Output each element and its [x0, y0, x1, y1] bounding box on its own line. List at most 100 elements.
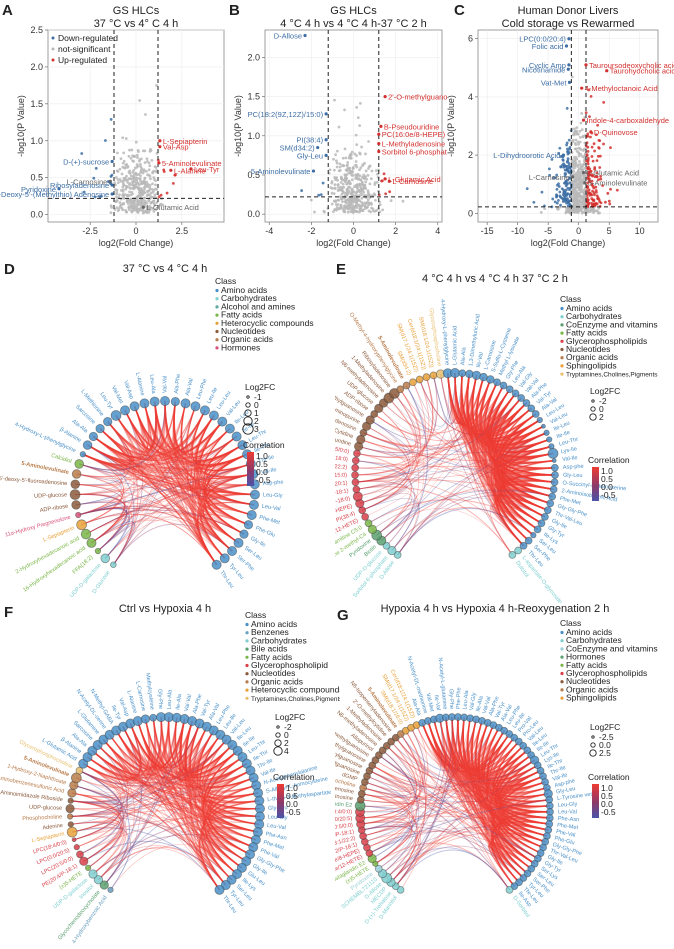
correlation-link	[124, 403, 153, 450]
log2fc-legend-marker	[590, 406, 596, 412]
correlation-link	[184, 720, 251, 856]
data-point	[159, 202, 163, 206]
metabolite-node	[75, 511, 82, 519]
correlation-link	[497, 439, 550, 536]
metabolite-node	[224, 423, 235, 434]
correlation-link	[184, 720, 243, 869]
correlation-link	[180, 718, 243, 778]
correlation-link	[445, 717, 546, 843]
correlation-link	[103, 726, 141, 774]
correlation-link	[363, 397, 417, 448]
correlation-link	[457, 717, 551, 813]
metabolite-label: Val-Ile	[552, 772, 569, 783]
data-point	[341, 200, 344, 204]
correlation-link	[70, 800, 232, 881]
correlation-link	[395, 717, 459, 887]
correlation-link	[85, 515, 129, 552]
correlation-link	[491, 413, 537, 547]
correlation-link	[115, 730, 227, 886]
correlation-link	[71, 792, 247, 862]
log2fc-legend-title: Log2FC	[275, 712, 305, 722]
data-point	[578, 171, 582, 174]
correlation-link	[107, 406, 146, 453]
correlation-link	[460, 373, 484, 425]
metabolite-label: Ile-Val	[433, 695, 441, 711]
correlation-link	[115, 726, 143, 771]
correlation-link	[493, 749, 541, 788]
correlation-link	[91, 717, 170, 776]
correlation-link	[447, 373, 522, 431]
correlation-link	[82, 453, 254, 480]
data-point	[132, 204, 136, 208]
correlation-link	[479, 727, 515, 887]
correlation-link	[360, 781, 410, 804]
data-point	[135, 172, 138, 176]
correlation-link	[196, 756, 243, 891]
correlation-link	[210, 808, 260, 848]
correlation-link	[137, 720, 238, 875]
correlation-link	[485, 730, 541, 854]
correlation-link	[433, 719, 546, 843]
class-legend-marker	[560, 630, 564, 635]
correlation-link	[208, 763, 259, 799]
correlation-link	[78, 463, 252, 516]
y-tick-label: 1.0	[247, 131, 260, 141]
correlation-link	[97, 726, 140, 775]
metabolite-label: Ala-Phe	[174, 373, 182, 393]
correlation-link	[129, 723, 260, 810]
data-point	[140, 189, 144, 192]
correlation-link	[502, 438, 551, 504]
correlation-link	[461, 373, 547, 445]
correlation-link	[137, 720, 233, 774]
correlation-link	[133, 406, 255, 506]
data-point	[339, 197, 343, 201]
correlation-link	[496, 413, 546, 518]
class-legend-label: Amino acids	[566, 303, 612, 313]
correlation-link	[469, 719, 505, 769]
log2fc-legend-marker	[274, 739, 282, 747]
metabolite-node	[524, 536, 533, 545]
data-point	[350, 150, 354, 154]
data-point	[126, 194, 129, 198]
data-point	[554, 176, 557, 180]
correlation-link	[491, 393, 550, 451]
correlation-link	[496, 493, 551, 541]
correlation-legend-label: -0.5	[601, 807, 616, 817]
correlation-link	[491, 397, 541, 443]
metabolite-node	[67, 797, 74, 804]
panel-label-d: D	[4, 261, 15, 278]
data-point	[575, 177, 579, 181]
data-point	[151, 182, 154, 186]
class-legend-marker	[560, 639, 564, 643]
class-legend-marker	[215, 313, 219, 317]
correlation-link	[489, 392, 542, 524]
correlation-link	[204, 777, 254, 875]
correlation-link	[489, 388, 551, 504]
correlation-link	[97, 744, 257, 841]
correlation-link	[460, 373, 504, 427]
annotated-point	[567, 80, 572, 84]
correlation-link	[72, 827, 220, 891]
correlation-link	[93, 428, 132, 463]
correlation-link	[70, 800, 125, 875]
y-axis-label: -log10(P Value)	[446, 95, 456, 157]
correlation-link	[194, 436, 237, 565]
correlation-link	[360, 799, 550, 825]
metabolite-label: Phe-Met	[259, 515, 281, 527]
metabolite-node	[94, 547, 102, 555]
correlation-link	[489, 389, 555, 463]
data-point	[354, 163, 357, 167]
correlation-link	[75, 421, 131, 486]
correlation-link	[484, 727, 550, 802]
correlation-link	[496, 754, 549, 831]
correlation-link	[168, 717, 238, 776]
correlation-link	[75, 493, 128, 552]
correlation-link	[73, 756, 243, 795]
metabolite-label: Val-Val	[482, 696, 493, 714]
correlation-link	[502, 483, 554, 511]
correlation-link	[185, 720, 259, 833]
metabolite-node	[139, 398, 150, 409]
correlation-link	[82, 436, 128, 470]
data-point	[135, 153, 139, 157]
